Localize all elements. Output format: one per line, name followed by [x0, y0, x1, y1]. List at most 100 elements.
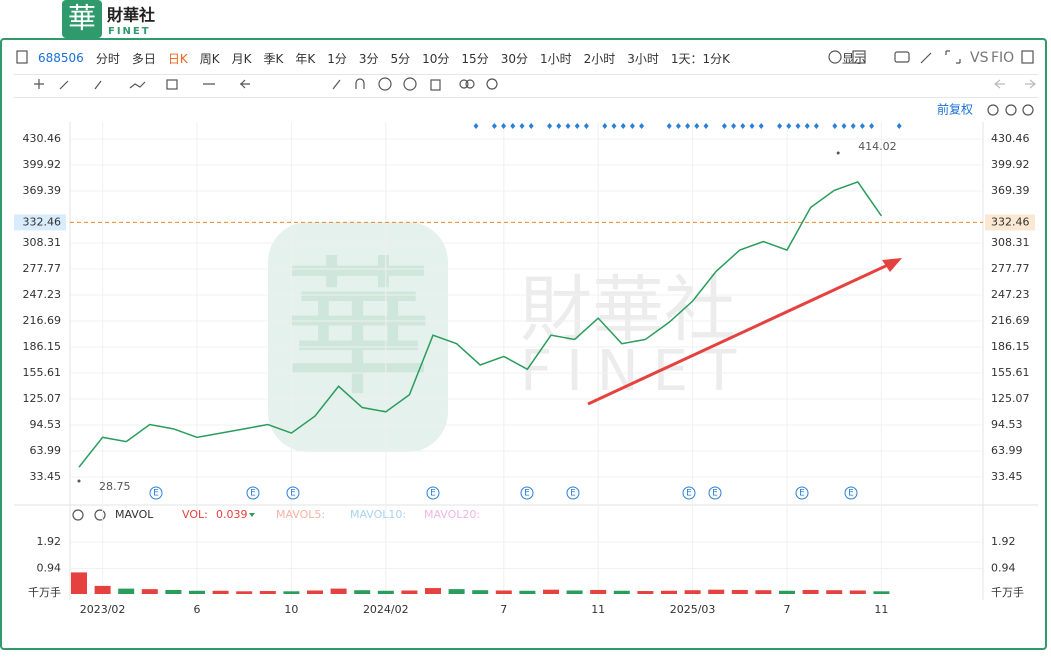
period-button[interactable]: 3小时 — [627, 51, 659, 66]
event-icon — [566, 486, 580, 500]
diamond — [896, 123, 902, 129]
diamond — [583, 123, 589, 129]
y-tick-label-right: 399.92 — [991, 158, 1030, 171]
icon — [894, 51, 910, 63]
period-button[interactable]: 3分 — [358, 51, 379, 66]
icon — [378, 77, 392, 91]
volume-bar — [354, 590, 371, 594]
period-button[interactable]: 年K — [295, 51, 316, 66]
annotation: 414.02 — [858, 140, 897, 153]
diamond — [804, 123, 810, 129]
event-marker: E — [848, 489, 854, 499]
y-tick-label-right: 369.39 — [991, 184, 1030, 197]
period-button[interactable]: 日K — [167, 51, 188, 66]
current-price-label: 332.46 — [991, 215, 1030, 228]
diamond — [703, 123, 709, 129]
brand: 財華社 — [107, 6, 155, 25]
diamond — [859, 123, 865, 129]
period-button[interactable]: 多日 — [131, 51, 156, 66]
annotation-point — [836, 151, 840, 155]
y-tick-label: 1.92 — [37, 535, 62, 548]
event-marker: E — [712, 489, 718, 499]
volume-bar — [708, 589, 725, 594]
icon — [1022, 104, 1034, 116]
icon — [828, 50, 842, 64]
y-tick-label: 94.53 — [30, 418, 62, 431]
current-price-label: 332.46 — [23, 215, 62, 228]
y-tick-label: 399.92 — [23, 158, 62, 171]
event-icon — [149, 486, 163, 500]
unit-label: 千万手 — [28, 585, 61, 599]
vs-button: VS — [970, 50, 989, 66]
event-icon — [682, 486, 696, 500]
y-tick-label: 0.94 — [37, 562, 62, 575]
diamond — [850, 123, 856, 129]
legend-entry: MAVOL10: — [350, 508, 406, 521]
adjust-button: 前复权 — [937, 102, 973, 117]
diamond — [685, 123, 691, 129]
period-button[interactable]: 5分 — [390, 51, 411, 66]
volume-bar — [71, 572, 87, 594]
icon — [987, 104, 999, 116]
y-tick-label: 216.69 — [23, 314, 62, 327]
volume-bar — [377, 590, 394, 594]
volume-bar — [661, 590, 677, 594]
icon — [16, 50, 28, 64]
diamond — [832, 123, 838, 129]
period-button[interactable]: 1小时 — [539, 51, 572, 66]
stock-code: 688506 — [38, 51, 84, 65]
diamond — [786, 123, 792, 129]
icon — [486, 78, 498, 90]
volume-bar — [448, 589, 465, 594]
diamond — [777, 123, 783, 129]
event-marker: E — [570, 489, 576, 499]
period-button[interactable]: 15分 — [461, 51, 489, 66]
display-button[interactable]: 显示 — [842, 51, 867, 66]
x-tick-label: 2023/02 — [80, 603, 126, 616]
period-button[interactable]: 季K — [263, 51, 284, 66]
event-marker: E — [430, 489, 436, 499]
legend-entry: MAVOL20: — [424, 508, 480, 521]
period-button[interactable]: 分时 — [95, 51, 120, 66]
volume-bar — [401, 590, 418, 594]
watermark: 財華社 — [520, 268, 736, 352]
y-tick-label: 369.39 — [23, 184, 62, 197]
icon — [465, 79, 475, 89]
y-tick-label-right: 33.45 — [991, 470, 1023, 483]
watermark: 華 — [283, 243, 433, 417]
event-icon — [844, 486, 858, 500]
y-tick-label: 308.31 — [23, 236, 62, 249]
legend-label: VOL: — [182, 508, 208, 521]
event-marker: E — [290, 489, 296, 499]
volume-bar — [849, 590, 866, 594]
period-button[interactable]: 月K — [231, 51, 252, 66]
x-tick-label: 10 — [284, 603, 298, 616]
y-tick-label: 63.99 — [30, 444, 62, 457]
diamond — [758, 123, 764, 129]
volume-bar — [118, 588, 135, 594]
period-button[interactable]: 2小时 — [583, 51, 616, 66]
current-price-box — [14, 214, 66, 231]
period-button[interactable]: 10分 — [422, 51, 450, 66]
arrow — [587, 262, 891, 406]
y-tick-label-right: 277.77 — [991, 262, 1030, 275]
period-button[interactable]: 30分 — [500, 51, 528, 66]
unit-label-right: 千万手 — [991, 585, 1024, 599]
x-tick-label: 11 — [874, 603, 888, 616]
period-button[interactable]: 周K — [199, 51, 220, 66]
period-button[interactable]: 1分 — [327, 51, 347, 66]
y-tick-label: 125.07 — [23, 392, 62, 405]
y-tick-label: 247.23 — [23, 288, 62, 301]
event-marker: E — [250, 489, 256, 499]
volume-bar — [779, 590, 795, 594]
icon — [94, 509, 106, 521]
legend-arrow — [249, 513, 255, 517]
annotation: 28.75 — [99, 480, 131, 493]
y-tick-label-right: 308.31 — [991, 236, 1030, 249]
diamond — [731, 123, 737, 129]
range-select[interactable]: 1天：1分K — [670, 51, 731, 66]
volume-bar — [472, 590, 489, 594]
y-tick-label: 186.15 — [23, 340, 62, 353]
